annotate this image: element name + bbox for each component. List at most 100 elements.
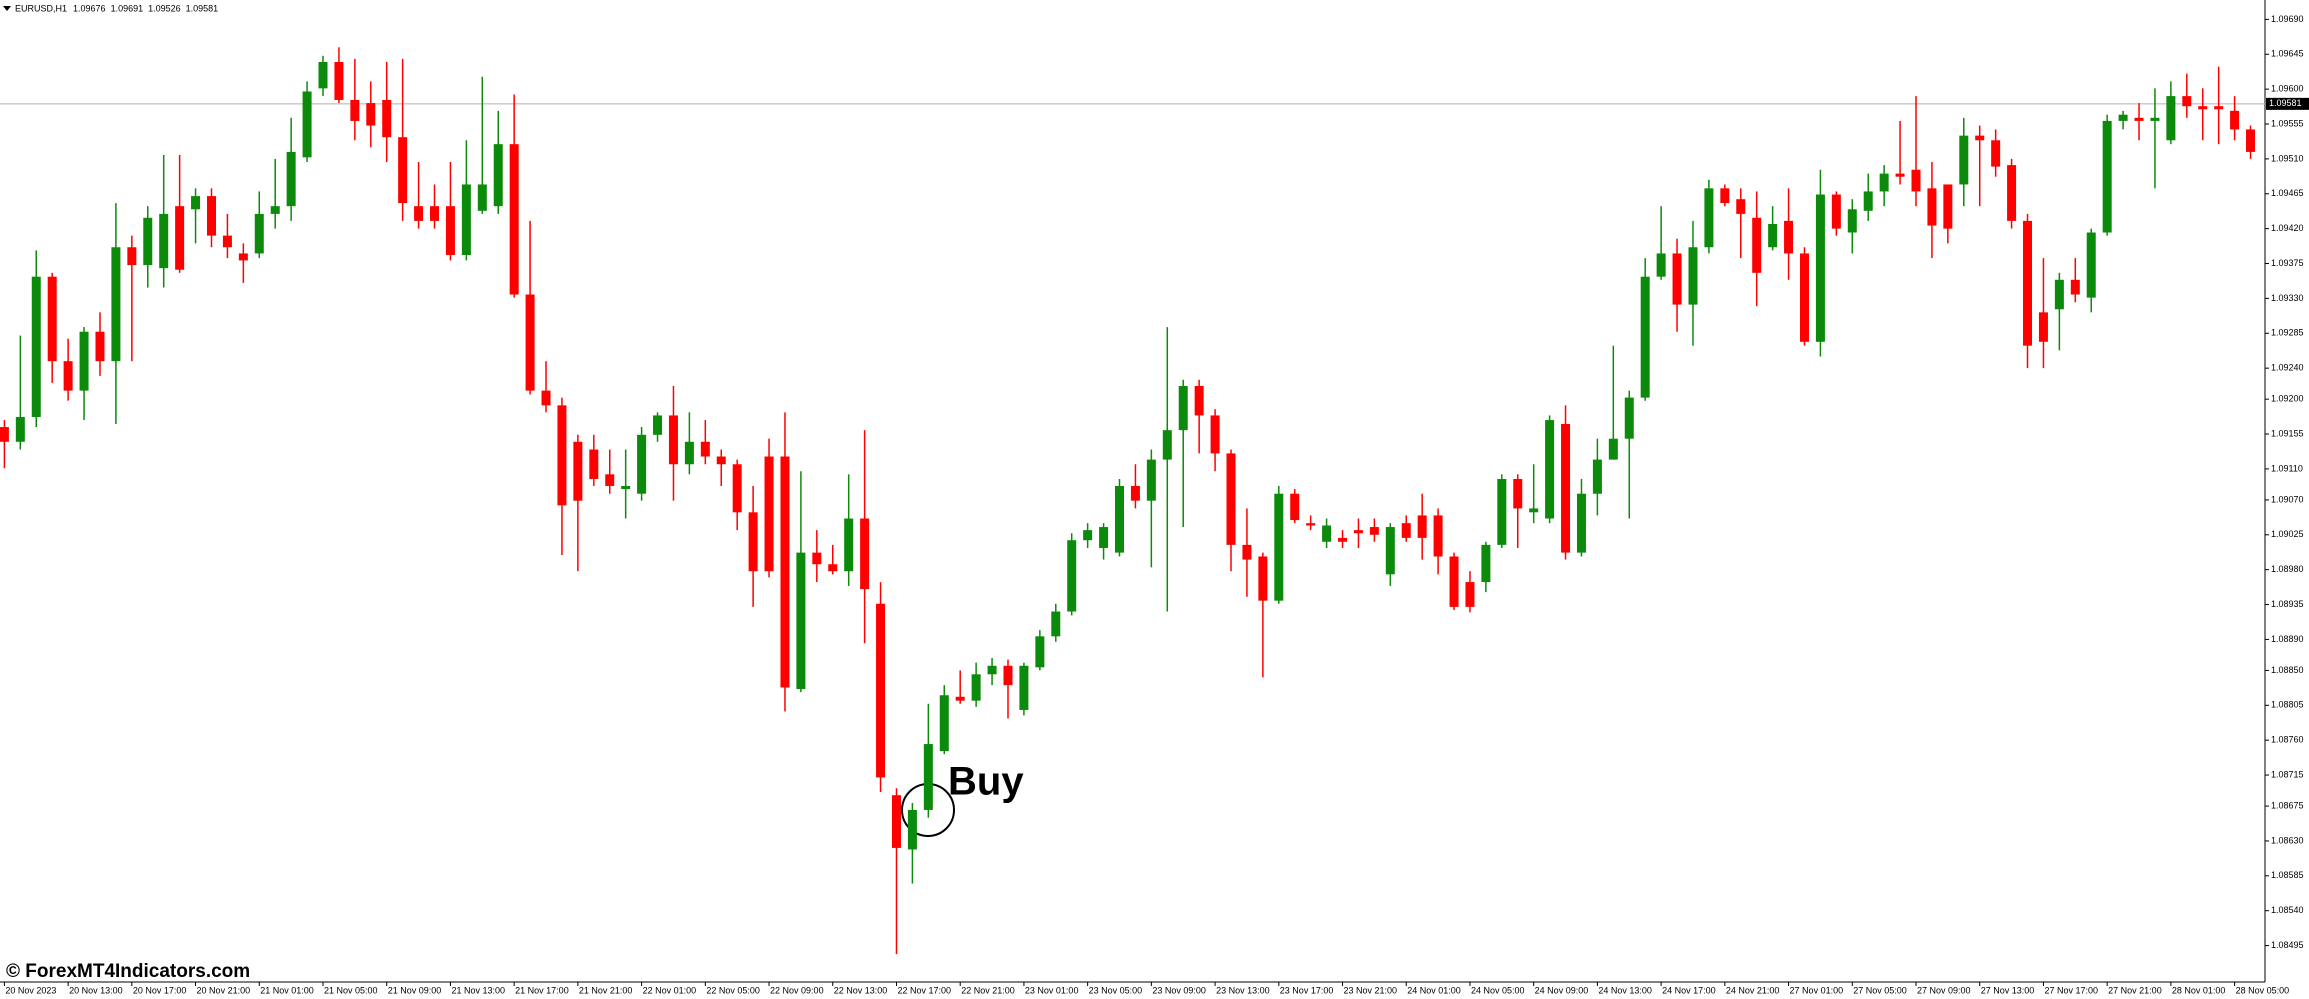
candle-body bbox=[2150, 117, 2160, 121]
candle-body bbox=[1879, 173, 1889, 192]
symbol: EURUSD,H1 bbox=[15, 3, 67, 13]
candle-body bbox=[270, 206, 280, 214]
y-tick-label: 1.09510 bbox=[2271, 153, 2304, 163]
candle-body bbox=[95, 331, 105, 362]
candle-body bbox=[668, 415, 678, 465]
buy-annotation: Buy bbox=[948, 760, 1024, 804]
x-tick-label: 27 Nov 13:00 bbox=[1981, 985, 2035, 995]
x-tick-label: 21 Nov 21:00 bbox=[579, 985, 633, 995]
candle-body bbox=[684, 441, 694, 465]
candle-body bbox=[206, 196, 216, 236]
candle-body bbox=[1035, 636, 1045, 668]
y-tick-label: 1.09600 bbox=[2271, 84, 2304, 94]
x-tick-label: 23 Nov 17:00 bbox=[1280, 985, 1334, 995]
candle-body bbox=[589, 449, 599, 479]
candle-body bbox=[79, 331, 89, 391]
x-tick-label: 24 Nov 13:00 bbox=[1598, 985, 1652, 995]
candle-body bbox=[1130, 485, 1140, 501]
candle-body bbox=[637, 434, 647, 494]
candle-body bbox=[1417, 515, 1427, 538]
candle-body bbox=[2214, 106, 2224, 110]
x-tick-label: 21 Nov 05:00 bbox=[324, 985, 378, 995]
candle-body bbox=[477, 184, 487, 211]
header-value: 1.09526 bbox=[148, 3, 181, 13]
current-price-label: 1.09581 bbox=[2269, 98, 2302, 108]
x-tick-label: 20 Nov 13:00 bbox=[69, 985, 123, 995]
candle-body bbox=[1099, 527, 1109, 548]
x-tick-label: 28 Nov 05:00 bbox=[2236, 985, 2290, 995]
candle-body bbox=[1226, 453, 1236, 545]
candle-body bbox=[700, 441, 710, 457]
y-tick-label: 1.09375 bbox=[2271, 258, 2304, 268]
candle-body bbox=[796, 552, 806, 690]
x-tick-label: 22 Nov 05:00 bbox=[706, 985, 760, 995]
candle-body bbox=[653, 415, 663, 435]
candle-body bbox=[1656, 253, 1666, 277]
y-tick-label: 1.09420 bbox=[2271, 223, 2304, 233]
candle-body bbox=[2134, 117, 2144, 121]
candle-body bbox=[844, 518, 854, 572]
candle-body bbox=[2198, 106, 2208, 110]
x-tick-label: 22 Nov 17:00 bbox=[897, 985, 951, 995]
candle-body bbox=[1529, 508, 1539, 513]
candle-body bbox=[1672, 253, 1682, 305]
candle-body bbox=[1481, 544, 1491, 583]
x-tick-label: 22 Nov 21:00 bbox=[961, 985, 1015, 995]
candle-body bbox=[907, 809, 917, 850]
candle-body bbox=[1194, 385, 1204, 416]
candle-body bbox=[159, 213, 169, 269]
candle-body bbox=[1863, 191, 1873, 211]
y-tick-label: 1.08495 bbox=[2271, 940, 2304, 950]
candle-body bbox=[2007, 165, 2017, 221]
x-tick-label: 24 Nov 05:00 bbox=[1471, 985, 1525, 995]
candle-body bbox=[1338, 537, 1348, 542]
candle-body bbox=[2023, 220, 2033, 346]
candle-body bbox=[350, 99, 360, 121]
candle-body bbox=[334, 62, 344, 100]
candle-body bbox=[366, 103, 376, 126]
candle-body bbox=[1768, 223, 1778, 248]
y-tick-label: 1.08540 bbox=[2271, 905, 2304, 915]
candle-body bbox=[175, 206, 185, 270]
header-arrow bbox=[3, 6, 11, 11]
candle-body bbox=[1385, 527, 1395, 575]
candle-body bbox=[1290, 493, 1300, 521]
watermark: © ForexMT4Indicators.com bbox=[6, 961, 250, 982]
y-tick-label: 1.09285 bbox=[2271, 328, 2304, 338]
candle-body bbox=[1815, 194, 1825, 342]
candle-body bbox=[1720, 188, 1730, 204]
candle-body bbox=[15, 416, 25, 442]
candle-body bbox=[1561, 423, 1571, 553]
x-tick-label: 27 Nov 21:00 bbox=[2108, 985, 2162, 995]
candle-body bbox=[1799, 253, 1809, 342]
candle-body bbox=[573, 441, 583, 501]
candle-body bbox=[47, 276, 57, 362]
candle-body bbox=[1545, 420, 1555, 519]
x-tick-label: 27 Nov 09:00 bbox=[1917, 985, 1971, 995]
y-tick-label: 1.09240 bbox=[2271, 363, 2304, 373]
candle-body bbox=[414, 206, 424, 221]
candle-body bbox=[860, 518, 870, 590]
x-tick-label: 28 Nov 01:00 bbox=[2172, 985, 2226, 995]
x-tick-label: 22 Nov 09:00 bbox=[770, 985, 824, 995]
candle-body bbox=[525, 294, 535, 391]
candle-body bbox=[1465, 582, 1475, 607]
y-tick-label: 1.08980 bbox=[2271, 564, 2304, 574]
candle-body bbox=[1592, 459, 1602, 494]
candle-body bbox=[2038, 312, 2048, 342]
candle-body bbox=[987, 665, 997, 675]
candle-body bbox=[382, 99, 392, 138]
candle-body bbox=[1433, 515, 1443, 557]
candle-body bbox=[2102, 120, 2112, 233]
candle-body bbox=[1704, 188, 1714, 248]
x-tick-label: 23 Nov 01:00 bbox=[1025, 985, 1079, 995]
candle-body bbox=[1752, 217, 1762, 273]
candle-body bbox=[1975, 135, 1985, 141]
x-tick-label: 22 Nov 01:00 bbox=[643, 985, 697, 995]
candle-body bbox=[238, 253, 248, 261]
candle-body bbox=[1019, 665, 1029, 710]
y-tick-label: 1.09690 bbox=[2271, 14, 2304, 24]
y-tick-label: 1.08760 bbox=[2271, 735, 2304, 745]
candle-body bbox=[812, 552, 822, 565]
y-tick-label: 1.09200 bbox=[2271, 394, 2304, 404]
